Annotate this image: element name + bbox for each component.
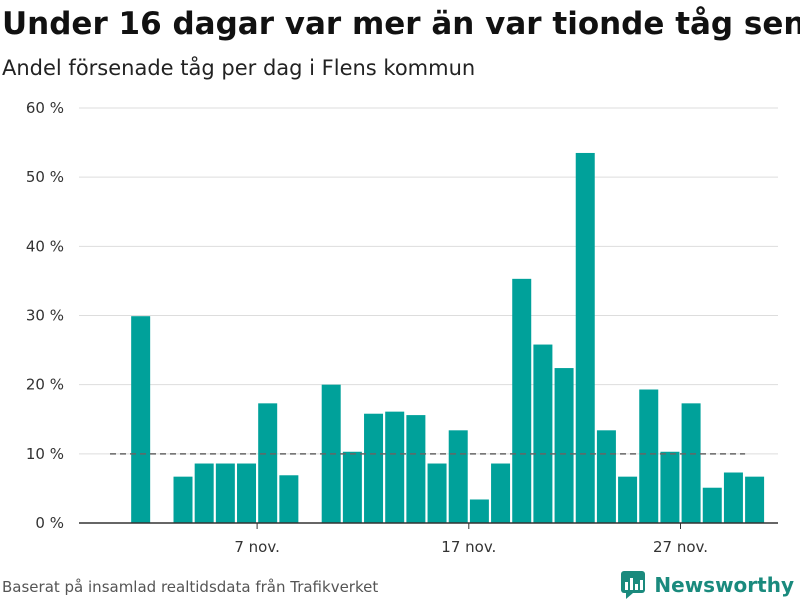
bar (131, 316, 151, 523)
y-tick-label: 40 % (26, 237, 64, 255)
source-note: Baserat på insamlad realtidsdata från Tr… (2, 578, 379, 596)
y-tick-label: 20 % (26, 376, 64, 394)
bar (258, 403, 278, 523)
chart-title: Under 16 dagar var mer än var tionde tåg… (2, 6, 800, 42)
chart-subtitle: Andel försenade tåg per dag i Flens komm… (2, 56, 476, 80)
bar (491, 463, 511, 523)
brand-name: Newsworthy (654, 573, 794, 597)
bar (406, 415, 426, 523)
bar (279, 475, 299, 523)
bar (596, 430, 616, 523)
x-tick-label: 27 nov. (653, 538, 708, 556)
bar (194, 463, 214, 523)
y-tick-labels: 0 % 10 % 20 % 30 % 40 % 50 % 60 % (26, 99, 64, 532)
bar (173, 476, 193, 523)
bar (618, 476, 638, 523)
bar (745, 476, 765, 523)
x-tick-label: 17 nov. (441, 538, 496, 556)
newsworthy-logo-icon (621, 571, 646, 599)
bar (660, 451, 680, 523)
y-tick-label: 60 % (26, 99, 64, 117)
bar (554, 368, 574, 523)
bar (533, 344, 553, 523)
bar (427, 463, 447, 523)
bar (702, 487, 722, 523)
bar (237, 463, 257, 523)
y-tick-label: 30 % (26, 307, 64, 325)
brand-logo: Newsworthy (620, 570, 794, 600)
bar (512, 278, 532, 523)
x-tick-label: 7 nov. (234, 538, 279, 556)
bars (131, 152, 765, 524)
bar (723, 472, 743, 523)
y-tick-label: 50 % (26, 168, 64, 186)
bar (448, 430, 468, 523)
bar (364, 413, 384, 523)
bar (575, 152, 595, 524)
bar (681, 403, 701, 523)
y-tick-label: 0 % (35, 514, 64, 532)
bar (385, 411, 405, 523)
x-tick-labels: 7 nov. 17 nov. 27 nov. (234, 523, 708, 556)
y-tick-label: 10 % (26, 445, 64, 463)
bar (639, 389, 659, 523)
bar (342, 451, 362, 523)
bar (469, 499, 489, 523)
grid-lines (79, 107, 778, 455)
bar (215, 463, 235, 523)
